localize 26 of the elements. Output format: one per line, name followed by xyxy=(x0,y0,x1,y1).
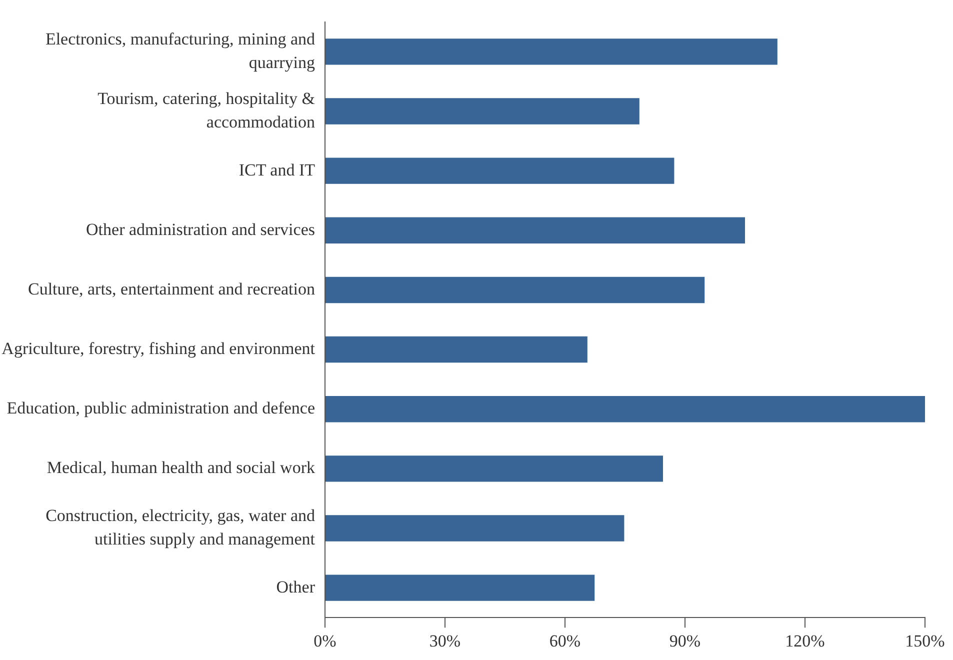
y-tick-label: Medical, human health and social work xyxy=(46,458,316,478)
y-tick-label: Other administration and services xyxy=(86,220,315,239)
bar xyxy=(326,456,663,482)
y-tick-label: ICT and IT xyxy=(238,160,316,180)
y-tick-label: Tourism, catering, hospitality & accommodation xyxy=(98,88,316,132)
bar xyxy=(326,396,925,422)
y-tick-label: Construction, electricity, gas, water and utilities supply and management xyxy=(46,506,316,549)
x-tick-label: 0% xyxy=(314,631,336,650)
bar xyxy=(326,217,745,244)
bar xyxy=(326,574,595,601)
x-tick-label: 120% xyxy=(785,631,825,650)
bar xyxy=(326,336,588,363)
x-tick-label: 60% xyxy=(549,631,581,650)
y-tick-label: Culture, arts, entertainment and recreation xyxy=(28,279,316,298)
y-tick-label: Education, public administration and defence xyxy=(6,398,315,418)
y-tick-label: Electronics, manufacturing, mining and quarrying xyxy=(45,29,316,72)
bar xyxy=(326,515,624,542)
bar xyxy=(326,98,640,124)
bar xyxy=(326,158,674,184)
bar xyxy=(326,38,778,65)
bar xyxy=(326,276,705,304)
y-tick-label: Agriculture, forestry, fishing and environment xyxy=(2,339,316,358)
x-tick-label: 150% xyxy=(905,631,945,650)
y-tick-label: Other xyxy=(276,577,316,596)
x-tick-label: 90% xyxy=(669,631,701,650)
x-tick-label: 30% xyxy=(429,631,461,650)
